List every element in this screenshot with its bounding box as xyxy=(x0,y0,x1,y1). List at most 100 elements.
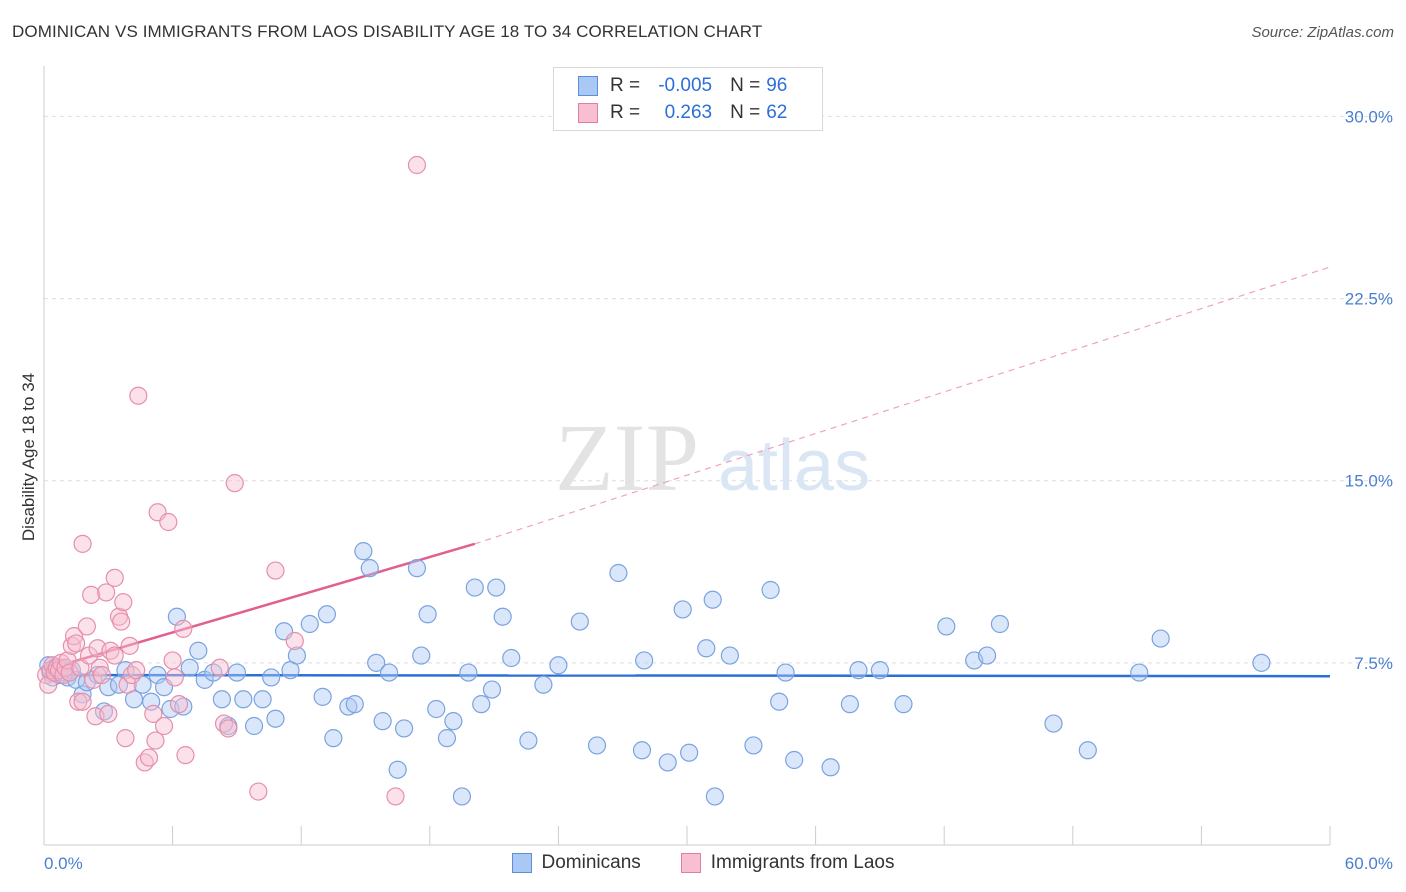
laos-point xyxy=(114,593,133,612)
dominicans-point xyxy=(394,719,414,738)
dominicans-point xyxy=(373,712,392,731)
dominicans-point xyxy=(697,639,716,658)
dominicans-point xyxy=(287,646,307,665)
legend-item-dominicans: Dominicans xyxy=(511,852,641,874)
watermark-zip: ZIP xyxy=(555,404,699,511)
dominicans-point xyxy=(459,663,478,682)
laos-point xyxy=(97,583,116,602)
dominicans-point xyxy=(658,753,677,772)
legend-swatch-blue xyxy=(511,853,532,873)
legend-label-dominicans: Dominicans xyxy=(541,852,641,873)
dominicans-point xyxy=(534,675,553,694)
laos-point xyxy=(407,155,427,175)
laos-point xyxy=(146,731,165,750)
dominicans-point xyxy=(761,580,780,600)
legend-n-label: N = xyxy=(730,75,761,96)
dominicans-point xyxy=(549,656,568,675)
y-tick-label: 7.5% xyxy=(1354,654,1393,673)
trend-lines xyxy=(43,266,1331,678)
legend-n-value: 62 xyxy=(766,102,788,123)
laos-point xyxy=(266,561,285,580)
laos-point xyxy=(92,665,111,685)
dominicans-point xyxy=(472,695,491,714)
chart-title: DOMINICAN VS IMMIGRANTS FROM LAOS DISABI… xyxy=(12,22,763,41)
dominicans-point xyxy=(437,729,457,748)
dominicans-point xyxy=(894,695,913,714)
dominicans-point xyxy=(977,646,997,665)
laos-point xyxy=(118,675,137,694)
dominicans-point xyxy=(418,605,437,624)
y-tick-label: 15.0% xyxy=(1345,472,1393,491)
dominicans-point xyxy=(1252,653,1271,672)
laos-point xyxy=(69,692,88,711)
dominicans-point xyxy=(1130,663,1149,682)
dominicans-point xyxy=(379,663,399,682)
dominicans-point xyxy=(609,563,628,583)
dominicans-point xyxy=(1044,714,1063,733)
laos-point xyxy=(210,658,229,677)
dominicans-point xyxy=(212,690,231,709)
dominicans-point xyxy=(502,648,521,668)
dominicans-point xyxy=(519,731,538,750)
dominicans-point xyxy=(180,658,199,677)
dominicans-point xyxy=(360,559,379,578)
watermark: ZIP atlas xyxy=(555,404,870,511)
laos-point xyxy=(176,746,195,765)
dominicans-point xyxy=(189,641,208,660)
dominicans-point xyxy=(244,716,264,736)
dominicans-point xyxy=(465,578,484,597)
dominicans-point xyxy=(570,612,589,631)
legend-n-label: N = xyxy=(730,102,761,123)
dominicans-point xyxy=(776,663,795,682)
dominicans-point xyxy=(300,614,319,634)
dominicans-point xyxy=(487,578,506,597)
dominicans-point xyxy=(313,687,332,706)
legend-n-value: 96 xyxy=(766,75,788,96)
laos-point xyxy=(285,631,304,651)
legend-r-label: R = xyxy=(610,75,641,96)
legend-row-laos: R = 0.263 N = 62 xyxy=(578,101,787,125)
y-tick-labels: 7.5% 15.0% 22.5% 30.0% xyxy=(1345,107,1393,672)
dominicans-point xyxy=(324,729,343,748)
laos-point xyxy=(105,568,124,587)
legend-swatch-pink xyxy=(680,853,701,873)
dominicans-point xyxy=(354,542,373,561)
dominicans-point xyxy=(1151,629,1170,648)
dominicans-point xyxy=(680,743,699,762)
x-tick-label-min: 0.0% xyxy=(44,854,83,873)
laos-points xyxy=(37,155,427,806)
y-tick-label: 30.0% xyxy=(1345,107,1393,126)
dominicans-point xyxy=(703,590,722,609)
grid-lines xyxy=(44,115,1393,664)
laos-point xyxy=(60,663,79,682)
legend-label-laos: Immigrants from Laos xyxy=(710,852,895,873)
dominicans-point xyxy=(632,741,652,760)
source-label: Source: ZipAtlas.com xyxy=(1251,24,1394,41)
dominicans-point xyxy=(345,695,364,714)
dominicans-trend-line xyxy=(43,673,1331,678)
laos-point xyxy=(73,692,92,711)
laos-point xyxy=(112,612,131,631)
laos-point xyxy=(82,585,101,604)
laos-point xyxy=(139,748,159,767)
legend-r-value: -0.005 xyxy=(658,75,713,96)
dominicans-point xyxy=(482,680,502,699)
dominicans-point xyxy=(840,695,859,714)
dominicans-point xyxy=(262,668,281,687)
laos-point xyxy=(99,704,118,723)
x-tick-label-max: 60.0% xyxy=(1345,854,1393,873)
laos-point xyxy=(116,729,135,748)
dominicans-point xyxy=(720,646,739,665)
dominicans-point xyxy=(635,651,654,670)
dominicans-point xyxy=(444,712,463,731)
laos-trend-line xyxy=(43,542,476,672)
dominicans-point xyxy=(990,614,1010,634)
laos-point xyxy=(165,668,184,687)
dominicans-point xyxy=(1078,741,1097,760)
laos-point xyxy=(225,474,244,493)
y-axis-title: Disability Age 18 to 34 xyxy=(19,373,38,541)
dominicans-point xyxy=(849,661,868,680)
laos-point xyxy=(120,636,139,655)
laos-point xyxy=(73,534,92,553)
